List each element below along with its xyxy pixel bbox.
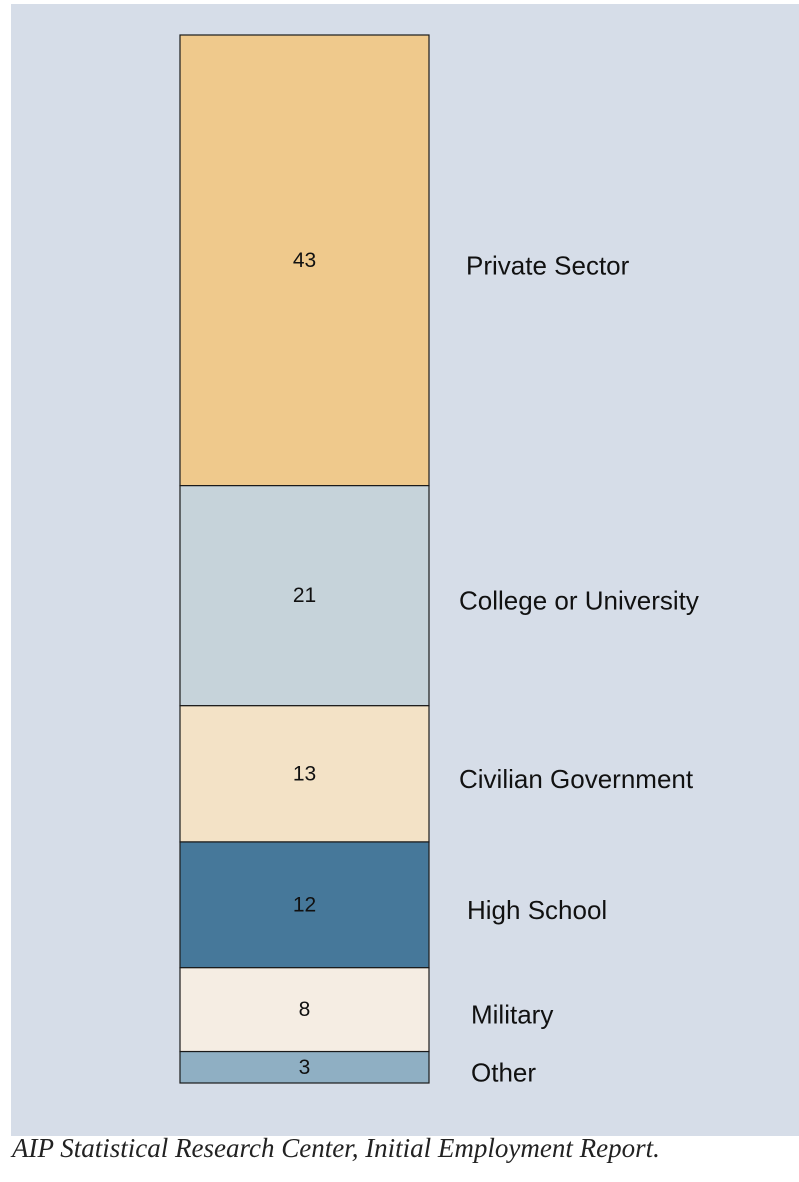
category-label-military: Military <box>471 1000 553 1030</box>
category-label-other: Other <box>471 1057 536 1087</box>
value-label-other: 3 <box>299 1056 311 1079</box>
category-label-civilian-government: Civilian Government <box>459 764 694 794</box>
value-label-private-sector: 43 <box>293 249 316 272</box>
value-label-college-or-university: 21 <box>293 584 316 607</box>
category-label-high-school: High School <box>467 895 607 925</box>
value-label-high-school: 12 <box>293 893 316 916</box>
category-label-private-sector: Private Sector <box>466 250 630 280</box>
value-label-military: 8 <box>299 998 311 1021</box>
value-label-civilian-government: 13 <box>293 762 316 785</box>
bar-segment-private-sector <box>179 34 430 487</box>
bar-segment-other <box>179 1050 430 1084</box>
bar-segment-civilian-government <box>179 705 430 843</box>
category-label-college-or-university: College or University <box>459 586 699 616</box>
bar-segment-high-school <box>179 841 430 969</box>
bar-segment-college-or-university <box>179 485 430 707</box>
source-caption: AIP Statistical Research Center, Initial… <box>12 1133 660 1163</box>
